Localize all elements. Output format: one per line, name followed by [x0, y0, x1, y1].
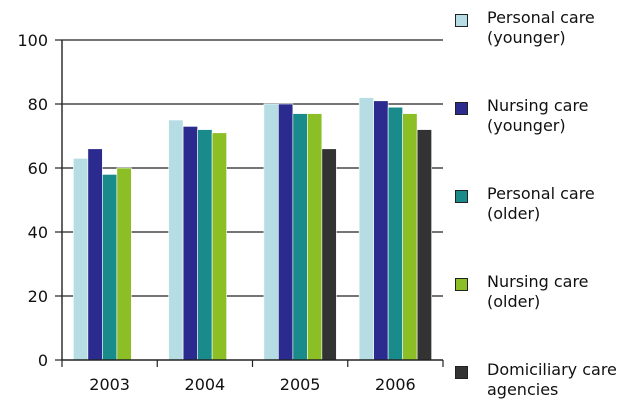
bar [358, 97, 374, 361]
bar [321, 148, 337, 361]
x-tick-label: 2003 [89, 375, 130, 394]
x-tick-label: 2004 [185, 375, 226, 394]
y-tick-label: 60 [28, 159, 48, 178]
legend-swatch [455, 190, 468, 203]
legend-label: Personal care (younger) [487, 8, 595, 47]
legend-swatch [455, 14, 468, 27]
bar [416, 129, 432, 361]
bar [116, 167, 132, 361]
legend-swatch [455, 278, 468, 291]
y-tick-label: 80 [28, 95, 48, 114]
bar [307, 113, 323, 361]
bar [387, 106, 403, 361]
bar [373, 100, 389, 361]
y-axis-ticks: 0 20 40 60 80 100 [17, 31, 62, 370]
bar [87, 148, 103, 361]
x-tick-label: 2006 [375, 375, 416, 394]
bar [278, 103, 294, 361]
bar [292, 113, 308, 361]
y-tick-label: 40 [28, 223, 48, 242]
legend-label: Personal care (older) [487, 184, 595, 223]
legend-label: Nursing care (older) [487, 272, 589, 311]
y-tick-label: 20 [28, 287, 48, 306]
y-tick-label: 0 [38, 351, 48, 370]
bar [73, 158, 89, 361]
bar [182, 126, 198, 361]
bar [168, 119, 184, 361]
bar [263, 103, 279, 361]
legend-swatch [455, 366, 468, 379]
bars [73, 97, 432, 361]
legend-label: Domiciliary care agencies [487, 360, 617, 399]
y-tick-label: 100 [17, 31, 48, 50]
bar [102, 174, 118, 361]
x-tick-label: 2005 [280, 375, 321, 394]
bar [211, 132, 227, 361]
legend-label: Nursing care (younger) [487, 96, 589, 135]
bar [197, 129, 213, 361]
x-axis-ticks: 2003 2004 2005 2006 [61, 360, 444, 394]
bar [402, 113, 418, 361]
legend-swatch [455, 102, 468, 115]
